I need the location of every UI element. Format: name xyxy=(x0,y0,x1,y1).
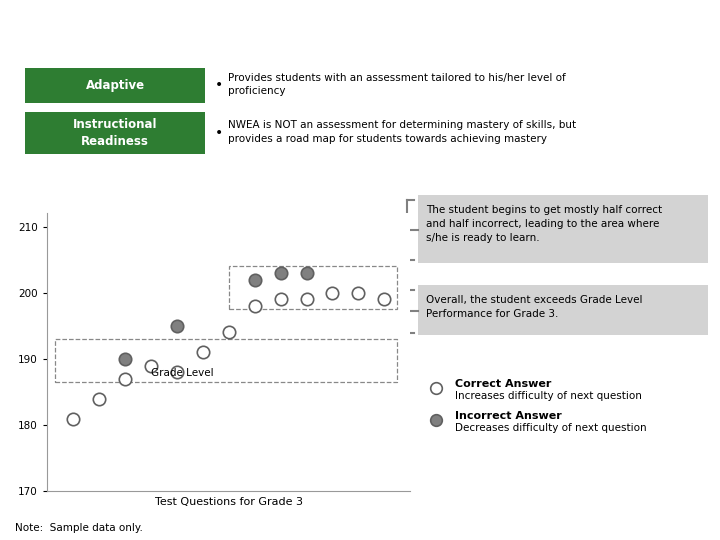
Point xyxy=(327,288,338,297)
Text: Provides students with an assessment tailored to his/her level of
proficiency: Provides students with an assessment tai… xyxy=(228,72,566,97)
Text: Grade Level: Grade Level xyxy=(150,368,213,377)
Point xyxy=(119,375,130,383)
Text: NWEA is NOT an assessment for determining mastery of skills, but
provides a road: NWEA is NOT an assessment for determinin… xyxy=(228,120,576,144)
Bar xyxy=(418,285,708,335)
Text: Increases difficulty of next question: Increases difficulty of next question xyxy=(455,391,642,401)
Bar xyxy=(25,68,205,103)
Point xyxy=(275,295,287,303)
Point xyxy=(67,414,78,423)
Point xyxy=(301,295,312,303)
Point xyxy=(197,348,208,357)
Point xyxy=(353,288,364,297)
X-axis label: Test Questions for Grade 3: Test Questions for Grade 3 xyxy=(155,497,302,507)
Text: Adaptive assessment format: Adaptive assessment format xyxy=(16,15,354,35)
Bar xyxy=(418,195,708,263)
Text: Adaptive: Adaptive xyxy=(86,79,145,92)
Text: Correct Answer: Correct Answer xyxy=(455,379,552,389)
Point xyxy=(145,361,156,370)
Point xyxy=(379,295,390,303)
Text: Instructional
Readiness: Instructional Readiness xyxy=(73,118,157,148)
Text: •: • xyxy=(215,126,223,140)
Bar xyxy=(55,339,397,382)
Point xyxy=(249,302,261,310)
Point xyxy=(93,394,104,403)
Text: Decreases difficulty of next question: Decreases difficulty of next question xyxy=(455,423,647,433)
Point xyxy=(249,275,261,284)
Bar xyxy=(25,112,205,154)
Point xyxy=(171,368,182,376)
Point xyxy=(223,328,235,337)
Point xyxy=(431,416,442,424)
Bar xyxy=(229,266,397,309)
Text: Note:  Sample data only.: Note: Sample data only. xyxy=(15,523,143,533)
Point xyxy=(171,321,182,330)
Point xyxy=(275,268,287,277)
Point xyxy=(119,355,130,363)
Text: Incorrect Answer: Incorrect Answer xyxy=(455,411,562,421)
Point xyxy=(301,268,312,277)
Point xyxy=(431,384,442,393)
Text: •: • xyxy=(215,78,223,92)
Text: Overall, the student exceeds Grade Level
Performance for Grade 3.: Overall, the student exceeds Grade Level… xyxy=(426,295,642,319)
Text: The student begins to get mostly half correct
and half incorrect, leading to the: The student begins to get mostly half co… xyxy=(426,205,662,243)
